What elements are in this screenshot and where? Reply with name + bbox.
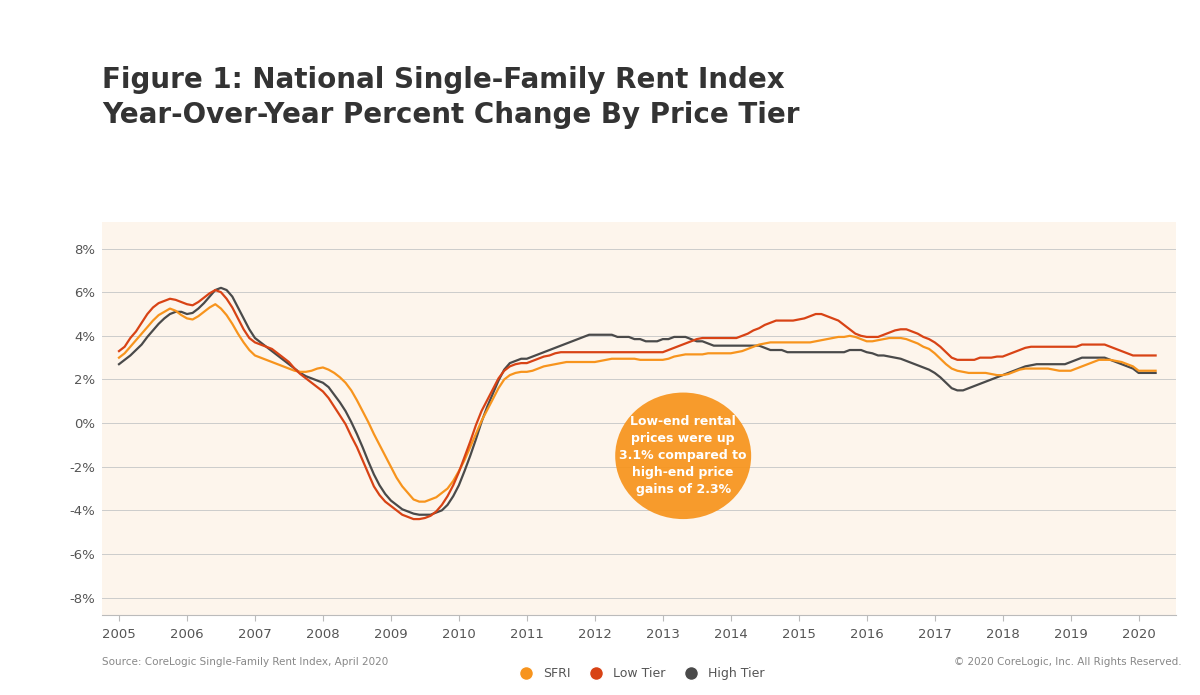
Text: Source: CoreLogic Single-Family Rent Index, April 2020: Source: CoreLogic Single-Family Rent Ind…: [102, 657, 389, 667]
Text: Low-end rental
prices were up
3.1% compared to
high-end price
gains of 2.3%: Low-end rental prices were up 3.1% compa…: [619, 416, 746, 496]
Text: Figure 1: National Single-Family Rent Index
Year-Over-Year Percent Change By Pri: Figure 1: National Single-Family Rent In…: [102, 66, 799, 129]
Text: © 2020 CoreLogic, Inc. All Rights Reserved.: © 2020 CoreLogic, Inc. All Rights Reserv…: [954, 657, 1182, 667]
Legend: SFRI, Low Tier, High Tier: SFRI, Low Tier, High Tier: [509, 662, 769, 685]
Ellipse shape: [616, 393, 751, 519]
